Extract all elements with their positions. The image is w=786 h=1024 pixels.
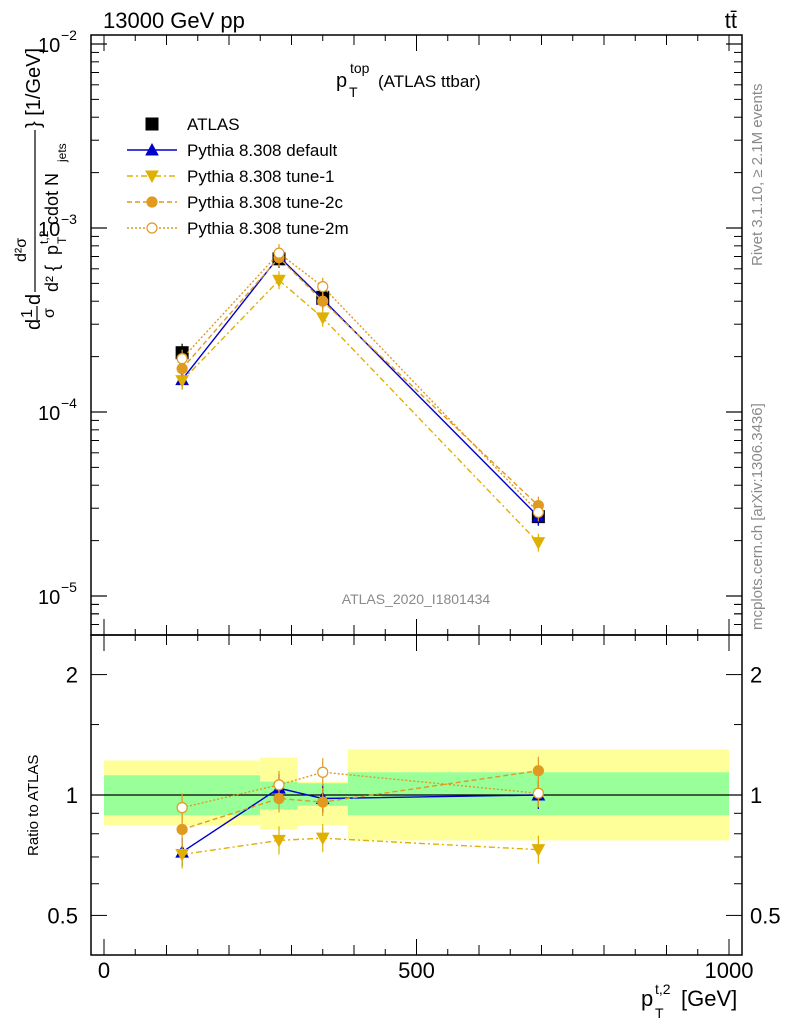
mcplots-label: mcplots.cern.ch [arXiv:1306.3436] <box>749 403 766 630</box>
ratio-point <box>176 823 188 836</box>
xlabel-sub: T <box>655 1005 664 1021</box>
data-point <box>317 281 329 293</box>
data-point <box>531 537 546 550</box>
y-axis-label-upper: d 1 σ d d²σ d² { p t,2 T cdot N jets } [… <box>13 48 69 330</box>
ylabel-upper-sigma-frac: 1 <box>19 309 36 318</box>
ratio-tick-label-right: 1 <box>750 783 762 808</box>
xlabel-rest: [GeV] <box>681 986 737 1011</box>
legend-label: Pythia 8.308 default <box>187 141 338 160</box>
ratio-series-layer <box>175 756 546 869</box>
plot-title: p top T (ATLAS ttbar) <box>336 60 481 100</box>
x-tick-label: 0 <box>98 958 110 983</box>
ratio-point <box>531 844 546 857</box>
y-tick-label-base: 10 <box>38 587 60 609</box>
ratio-point <box>273 779 285 791</box>
data-point <box>176 353 188 365</box>
ratio-line <box>182 837 539 856</box>
legend: ATLAS Pythia 8.308 default Pythia 8.308 tu… <box>127 115 349 238</box>
ylabel-upper-pre2: d <box>23 294 45 305</box>
ratio-point <box>532 787 544 799</box>
header-energy-label: 13000 GeV pp <box>103 8 245 33</box>
legend-label: Pythia 8.308 tune-2m <box>187 219 349 238</box>
x-tick-label: 500 <box>398 958 435 983</box>
ylabel-upper-d2: d² { <box>42 265 62 292</box>
y-tick-label-base: 10 <box>38 35 60 57</box>
legend-label: Pythia 8.308 tune-1 <box>187 167 334 186</box>
ylabel-upper-frac-top: d²σ <box>13 238 30 262</box>
y-tick-label-base: 10 <box>38 403 60 425</box>
ratio-point <box>315 832 330 846</box>
upper-axis-ticks: 10 −210 −310 −410 −50 500 1000 <box>38 27 753 983</box>
data-point <box>315 312 330 325</box>
ratio-point <box>317 766 329 778</box>
ratio-uncertainty-bands <box>91 749 742 841</box>
data-point <box>273 247 285 259</box>
ylabel-upper-pt: p <box>42 245 62 255</box>
lower-axis-ticks: 2 2 1 1 0.5 0.5 <box>47 663 780 929</box>
legend-marker <box>145 117 159 131</box>
ratio-line <box>181 787 539 853</box>
ylabel-upper-jets: jets <box>55 143 69 163</box>
plot-title-main: p <box>336 70 347 92</box>
ylabel-upper-pt-sub: T <box>55 236 69 244</box>
legend-label: Pythia 8.308 tune-2c <box>187 193 343 212</box>
ratio-point <box>176 802 188 814</box>
header-process-label: tt̄ <box>725 8 737 33</box>
x-tick-label: 1000 <box>705 958 754 983</box>
legend-marker <box>145 170 159 184</box>
ratio-line <box>181 770 539 831</box>
ratio-point <box>532 765 544 777</box>
ylabel-upper-cdot: cdot N <box>42 173 62 225</box>
legend-label: ATLAS <box>187 115 240 134</box>
ratio-tick-label: 1 <box>66 783 78 808</box>
y-tick-label-exp: −3 <box>61 211 77 227</box>
legend-marker <box>146 222 158 234</box>
plot-title-rest: (ATLAS ttbar) <box>378 72 481 91</box>
rivet-version-label: Rivet 3.1.10, ≥ 2.1M events <box>749 84 766 267</box>
xlabel-sup: t,2 <box>655 981 671 997</box>
ratio-tick-label-right: 0.5 <box>750 903 781 928</box>
y-tick-label-exp: −2 <box>61 27 77 43</box>
ratio-point <box>175 848 189 862</box>
ratio-line <box>181 771 539 809</box>
data-point <box>317 295 329 307</box>
ylabel-upper-sigma: σ <box>41 308 58 318</box>
plot-title-sub: T <box>349 84 358 100</box>
y-tick-label-exp: −4 <box>61 395 77 411</box>
x-axis-label: p t,2 T [GeV] <box>641 981 737 1021</box>
ratio-tick-label: 0.5 <box>47 903 78 928</box>
lower-plot-frame <box>90 634 743 956</box>
upper-series-layer <box>175 244 546 552</box>
series-line <box>181 252 539 513</box>
series-line <box>181 279 539 544</box>
ratio-point <box>272 834 286 848</box>
y-axis-label-lower: Ratio to ATLAS <box>25 755 42 856</box>
ratio-tick-label-right: 2 <box>750 663 762 688</box>
legend-marker <box>146 196 158 208</box>
data-point <box>532 506 544 518</box>
ratio-tick-label: 2 <box>66 663 78 688</box>
ylabel-upper-pt-sup: t,2 <box>37 230 51 244</box>
series-line <box>181 256 539 507</box>
ylabel-upper-unit: } [1/GeV] <box>23 48 45 128</box>
legend-marker <box>145 142 159 156</box>
plot-title-sup: top <box>350 60 370 76</box>
ratio-point <box>317 796 329 808</box>
xlabel-main: p <box>641 986 653 1011</box>
ylabel-upper-pre: d <box>23 319 45 330</box>
y-tick-label-exp: −5 <box>61 579 77 595</box>
y-tick-label-base: 10 <box>38 219 60 241</box>
analysis-watermark: ATLAS_2020_I1801434 <box>342 591 491 607</box>
series-line <box>181 255 539 518</box>
data-point <box>272 274 286 288</box>
